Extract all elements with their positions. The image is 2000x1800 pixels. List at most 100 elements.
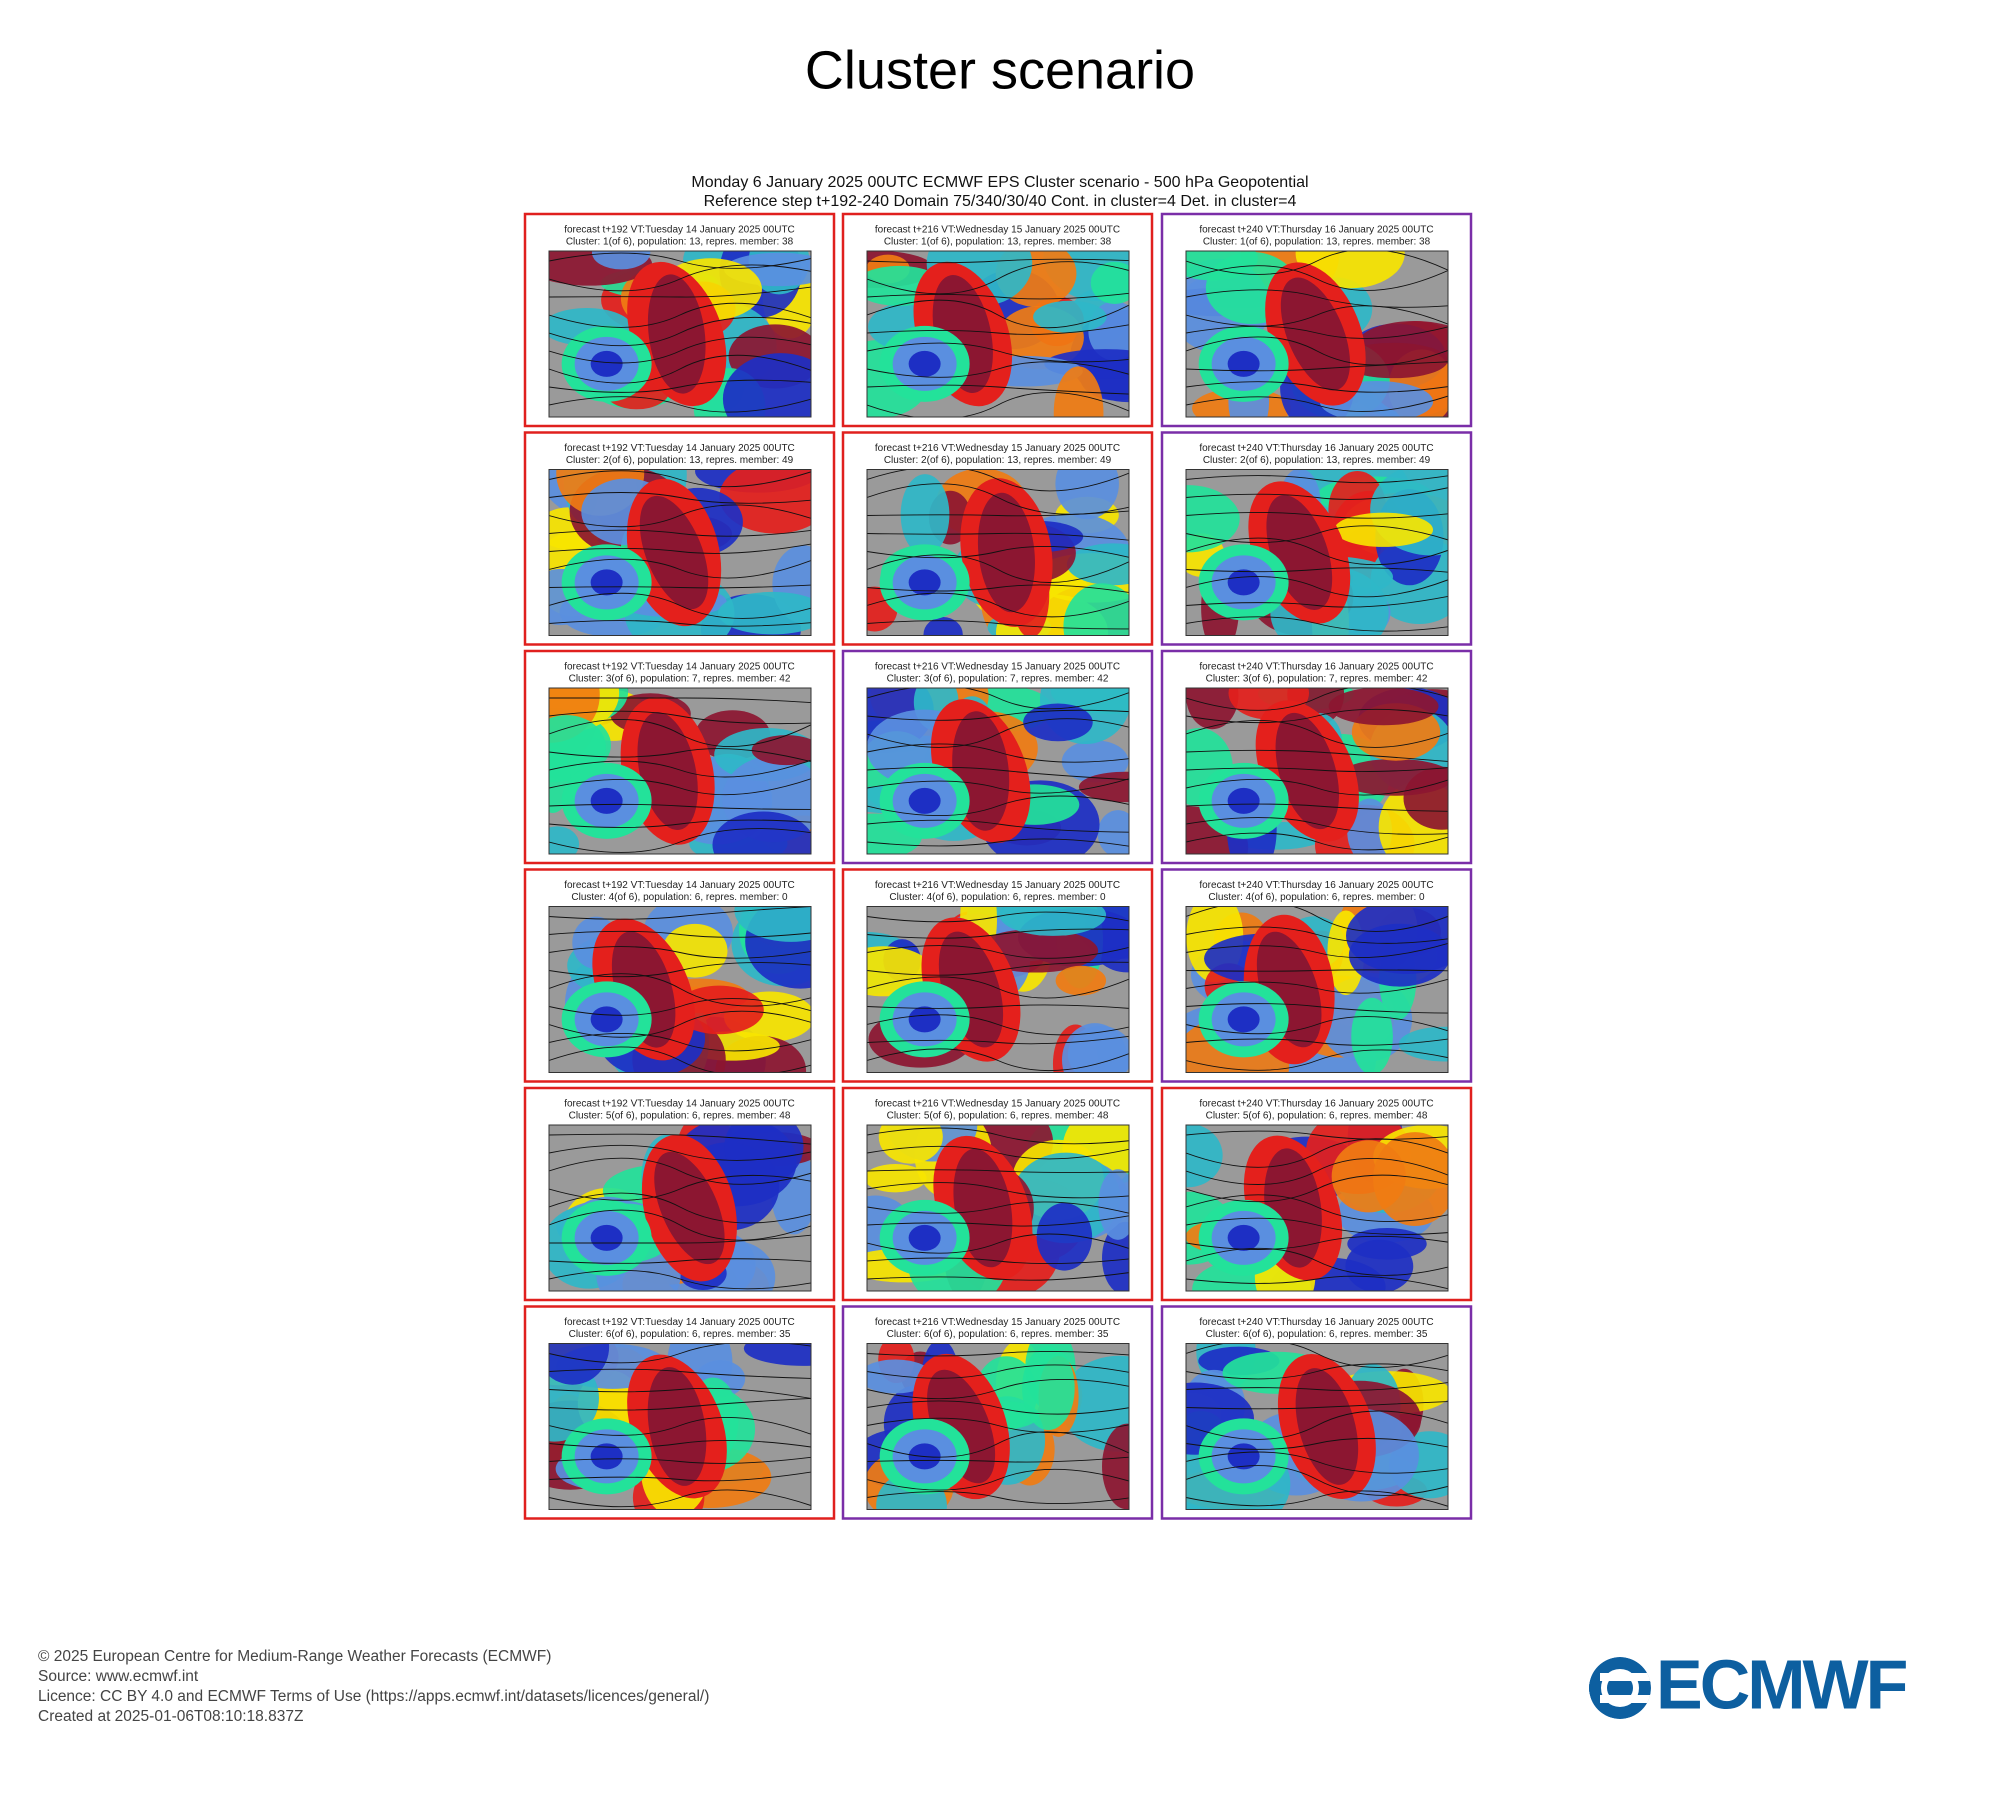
map-low-core — [908, 1006, 941, 1033]
map-contour — [867, 1272, 1129, 1281]
map-shade — [1347, 1228, 1427, 1260]
map-shade — [1063, 583, 1129, 636]
panel-cluster-line: Cluster: 2(of 6), population: 13, repres… — [566, 455, 794, 466]
panel-forecast-line: forecast t+192 VT:Tuesday 14 January 202… — [564, 880, 795, 891]
map-contour — [549, 492, 811, 504]
panel-cluster-line: Cluster: 1(of 6), population: 13, repres… — [884, 237, 1112, 248]
map-contour — [867, 1048, 1129, 1072]
map — [1186, 1343, 1448, 1510]
map-shade — [923, 617, 963, 636]
map-contour — [867, 961, 1129, 976]
panel-cluster-line: Cluster: 6(of 6), population: 6, repres.… — [569, 1329, 791, 1340]
cluster-panel: forecast t+240 VT:Thursday 16 January 20… — [1160, 868, 1473, 1083]
cluster-panel: forecast t+192 VT:Tuesday 14 January 202… — [523, 1086, 836, 1302]
map-contour — [549, 504, 811, 528]
map-shade — [722, 353, 811, 417]
panel-cluster-line: Cluster: 6(of 6), population: 6, repres.… — [887, 1329, 1109, 1340]
map-contour — [1186, 1235, 1448, 1250]
map-contour — [549, 1046, 811, 1073]
cluster-panel: forecast t+216 VT:Wednesday 15 January 2… — [841, 649, 1154, 865]
map-contour — [549, 803, 811, 810]
map-contour — [867, 384, 1129, 395]
map-contour — [867, 1257, 1129, 1264]
map — [549, 1125, 811, 1291]
map-contour — [1186, 1217, 1448, 1235]
map-contour — [549, 1440, 811, 1448]
figure-subtitle: Reference step t+192-240 Domain 75/340/3… — [704, 193, 1297, 210]
cluster-panel: forecast t+216 VT:Wednesday 15 January 2… — [841, 431, 1154, 646]
map-contour — [867, 709, 1129, 721]
map-contour — [1186, 305, 1448, 327]
panel-cluster-line: Cluster: 5(of 6), population: 6, repres.… — [569, 1111, 791, 1122]
map-shade — [1078, 771, 1129, 803]
map — [867, 251, 1129, 417]
map-contour — [1186, 475, 1448, 484]
panel-forecast-line: forecast t+192 VT:Tuesday 14 January 202… — [564, 225, 795, 236]
map-contour — [867, 1491, 1129, 1505]
logo-text: ECMWF — [1656, 1645, 1907, 1723]
map-contour — [549, 1174, 811, 1201]
map-contour — [549, 1192, 811, 1224]
map-contour — [549, 396, 811, 413]
map-border — [548, 469, 812, 636]
map-contour — [549, 302, 811, 328]
map-contour — [1186, 1038, 1448, 1046]
map-contour — [867, 766, 1129, 781]
map-contour — [867, 1201, 1129, 1214]
panel-cluster-line: Cluster: 5(of 6), population: 6, repres.… — [1206, 1111, 1428, 1122]
map-contour — [549, 558, 811, 579]
panel-cluster-line: Cluster: 4(of 6), population: 6, repres.… — [571, 892, 788, 903]
map-shade — [1328, 688, 1439, 726]
map-contour — [549, 946, 811, 959]
map-contour — [1186, 1049, 1448, 1071]
map-contour — [1186, 325, 1448, 339]
map — [1186, 906, 1448, 1073]
map-contour — [867, 1182, 1129, 1199]
map-shade — [1055, 965, 1107, 996]
map-shade — [674, 985, 764, 1035]
map — [549, 1343, 811, 1510]
map — [1186, 469, 1448, 636]
map-contour — [549, 778, 811, 796]
panel-forecast-line: forecast t+240 VT:Thursday 16 January 20… — [1199, 880, 1433, 891]
map-contour — [867, 838, 1129, 847]
map-contour — [867, 945, 1129, 959]
map-low-core — [590, 569, 623, 596]
map-shade — [751, 735, 811, 766]
map-border — [866, 1343, 1130, 1510]
panel-cluster-line: Cluster: 3(of 6), population: 7, repres.… — [569, 674, 791, 685]
map-shade — [743, 1343, 811, 1366]
map-contour — [549, 354, 811, 384]
map-contour — [1186, 942, 1448, 958]
map-contour — [867, 469, 1129, 492]
map-contour — [1186, 817, 1448, 835]
map-contour — [549, 1144, 811, 1161]
ecmwf-logo: ECMWF — [1589, 1645, 1910, 1723]
map-contour — [867, 261, 1129, 295]
panel-cluster-line: Cluster: 3(of 6), population: 7, repres.… — [1206, 674, 1428, 685]
map-contour — [867, 554, 1129, 583]
map-contour — [867, 911, 1129, 923]
cluster-panel: forecast t+240 VT:Thursday 16 January 20… — [1160, 1305, 1473, 1520]
map-low-core — [590, 1443, 623, 1470]
map-border — [548, 687, 812, 855]
map-contour — [549, 1397, 811, 1411]
cluster-panel: forecast t+240 VT:Thursday 16 January 20… — [1160, 649, 1473, 865]
map-border — [1185, 906, 1449, 1073]
map-contour — [867, 819, 1129, 833]
panel-cluster-line: Cluster: 3(of 6), population: 7, repres.… — [887, 674, 1109, 685]
map-shade — [1102, 1423, 1129, 1510]
map-shade — [1334, 512, 1434, 547]
map-border — [866, 469, 1130, 636]
map-contour — [1186, 1174, 1448, 1203]
map-contour — [1186, 978, 1448, 994]
map-contour — [549, 592, 811, 619]
map-contour — [1186, 749, 1448, 762]
panel-forecast-line: forecast t+240 VT:Thursday 16 January 20… — [1199, 225, 1433, 236]
map-contour — [867, 510, 1129, 517]
map — [867, 906, 1129, 1073]
map-ridge-core — [977, 492, 1035, 613]
map-contour — [1186, 567, 1448, 573]
map-contour — [549, 379, 811, 393]
